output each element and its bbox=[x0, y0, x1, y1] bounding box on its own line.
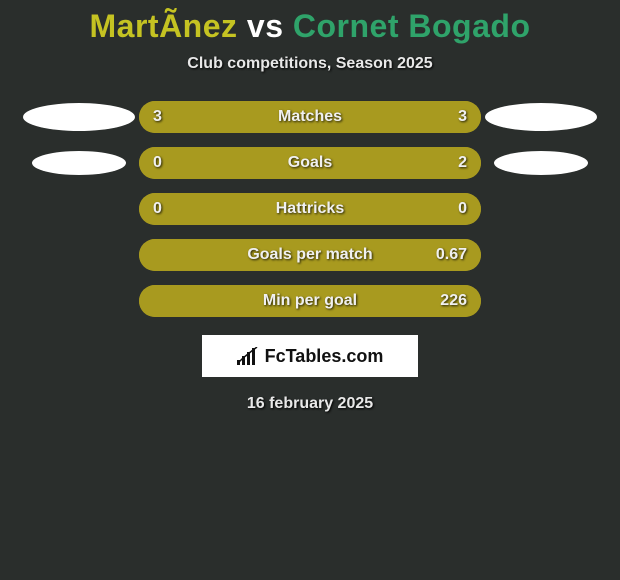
footer-date: 16 february 2025 bbox=[0, 395, 620, 413]
title-player1: MartÃ­nez bbox=[90, 8, 238, 44]
right-side bbox=[481, 103, 601, 131]
bar-fill-left bbox=[139, 147, 201, 179]
stat-bar: Hattricks00 bbox=[139, 193, 481, 225]
bar-fill-left bbox=[139, 101, 310, 133]
bar-fill-right bbox=[310, 101, 481, 133]
stat-rows: Matches33 Goals02 Hattricks00 Goals per mat… bbox=[0, 101, 620, 317]
player-badge-right bbox=[485, 103, 597, 131]
stat-row: Min per goal226 bbox=[0, 285, 620, 317]
stat-row: Goals per match0.67 bbox=[0, 239, 620, 271]
bar-fill-right bbox=[201, 147, 481, 179]
footer-logo-text: FcTables.com bbox=[265, 346, 384, 367]
bar-fill-right bbox=[173, 239, 481, 271]
stat-bar: Goals02 bbox=[139, 147, 481, 179]
player-badge-right bbox=[494, 151, 588, 175]
bar-fill-left bbox=[139, 193, 481, 225]
page-title: MartÃ­nez vs Cornet Bogado bbox=[0, 8, 620, 45]
stat-bar: Goals per match0.67 bbox=[139, 239, 481, 271]
bar-fill-left bbox=[139, 285, 173, 317]
right-side bbox=[481, 151, 601, 175]
comparison-infographic: MartÃ­nez vs Cornet Bogado Club competit… bbox=[0, 0, 620, 413]
footer-logo: FcTables.com bbox=[202, 335, 418, 377]
bar-chart-icon bbox=[237, 347, 259, 365]
title-vs: vs bbox=[247, 8, 284, 44]
player-badge-left bbox=[32, 151, 126, 175]
stat-row: Matches33 bbox=[0, 101, 620, 133]
bar-fill-right bbox=[173, 285, 481, 317]
player-badge-left bbox=[23, 103, 135, 131]
stat-bar: Min per goal226 bbox=[139, 285, 481, 317]
left-side bbox=[19, 151, 139, 175]
stat-row: Goals02 bbox=[0, 147, 620, 179]
subtitle: Club competitions, Season 2025 bbox=[0, 55, 620, 73]
stat-row: Hattricks00 bbox=[0, 193, 620, 225]
trend-line-icon bbox=[237, 347, 259, 365]
left-side bbox=[19, 103, 139, 131]
bar-fill-left bbox=[139, 239, 173, 271]
stat-bar: Matches33 bbox=[139, 101, 481, 133]
title-player2: Cornet Bogado bbox=[293, 8, 531, 44]
